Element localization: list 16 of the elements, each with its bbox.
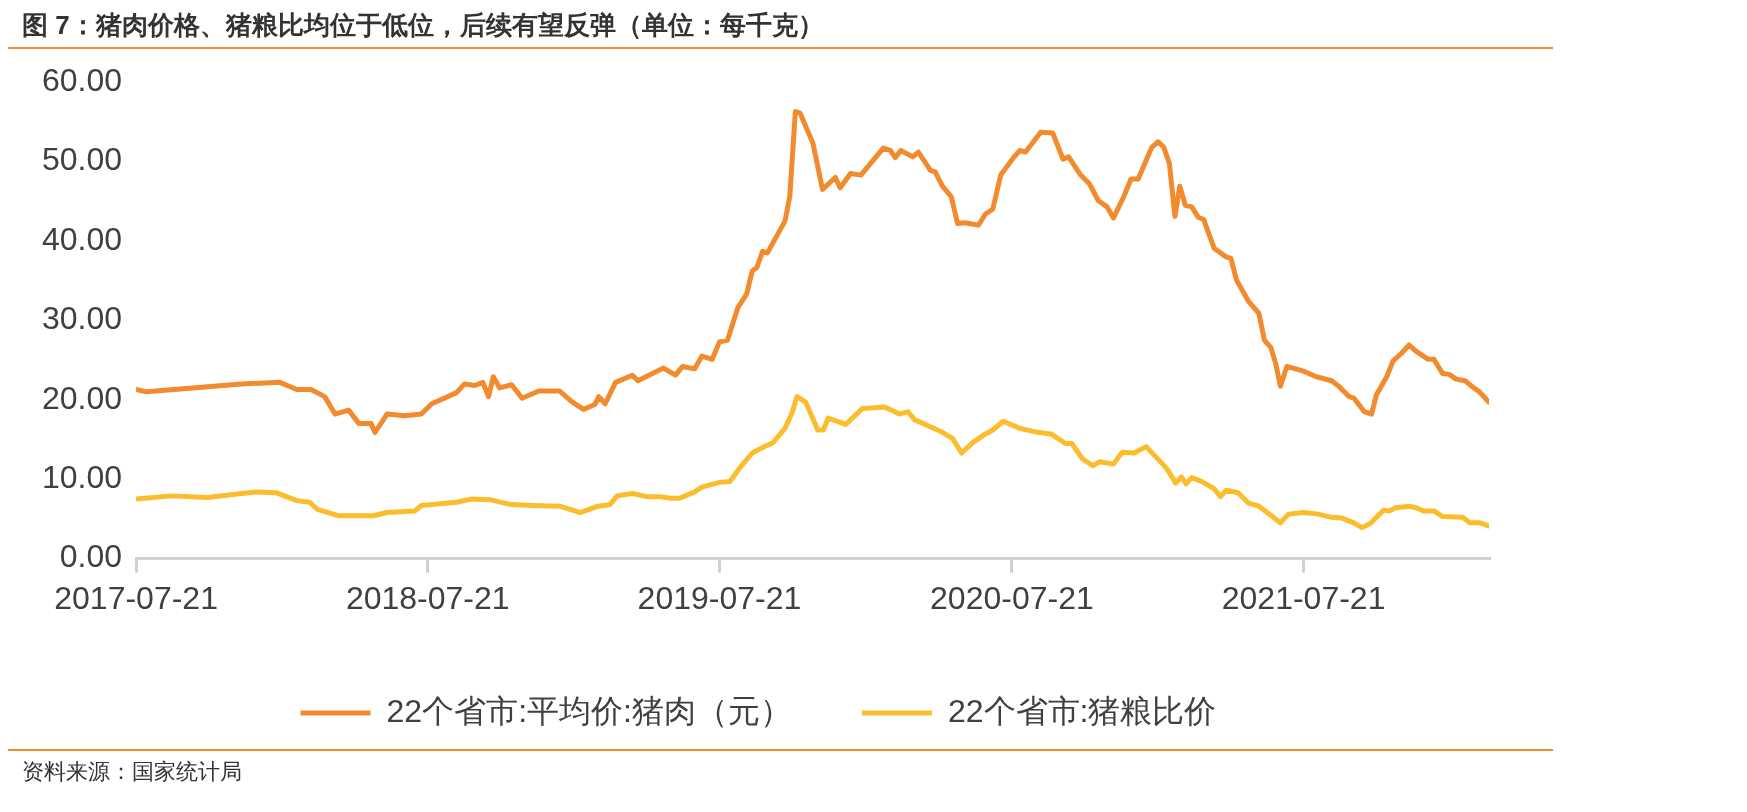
chart-title: 图 7：猪肉价格、猪粮比均位于低位，后续有望反弹（单位：每千克）	[21, 9, 825, 42]
x-tick-label: 2020-07-21	[930, 579, 1094, 616]
y-tick-label: 10.00	[42, 459, 123, 496]
text: 资料来源：国家统计局	[21, 758, 243, 786]
y-tick-label: 20.00	[42, 379, 123, 416]
y-tick-label: 40.00	[42, 220, 123, 257]
y-tick-label: 30.00	[42, 300, 123, 337]
legend-label: 22个省市:猪粮比价	[947, 692, 1217, 729]
y-tick-label: 60.00	[42, 62, 123, 99]
x-tick-label: 2019-07-21	[637, 579, 802, 616]
legend-label: 22个省市:平均价:猪肉（元）	[386, 692, 792, 729]
x-tick-label: 2017-07-21	[54, 579, 218, 616]
y-tick-label: 50.00	[42, 141, 123, 178]
x-tick-label: 2021-07-21	[1221, 579, 1386, 616]
y-tick-label: 0.00	[59, 538, 123, 575]
x-tick-label: 2018-07-21	[345, 579, 510, 616]
